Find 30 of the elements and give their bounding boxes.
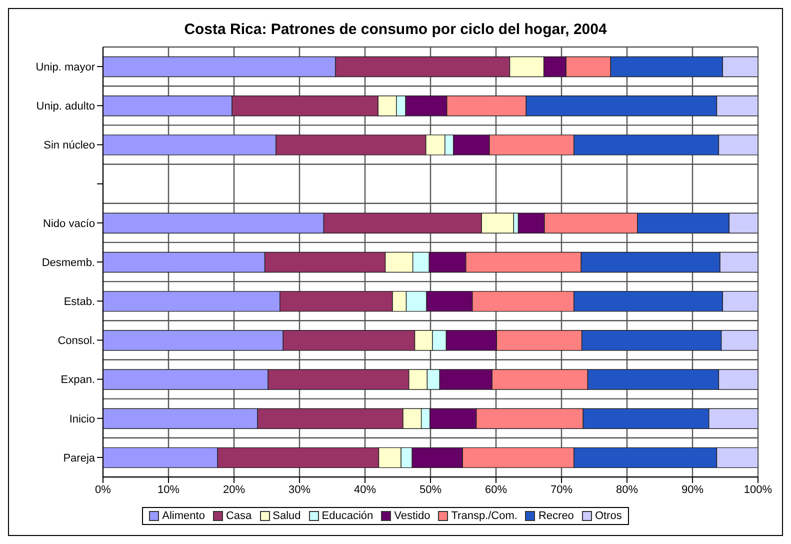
y-tick-label: Inicio: [69, 413, 95, 426]
legend-label: Educación: [320, 510, 374, 522]
x-tick-label: 90%: [681, 484, 704, 496]
legend-label: Transp./Com.: [450, 510, 518, 522]
y-tick-label: Unip. adulto: [36, 100, 95, 113]
chart-title: Costa Rica: Patrones de consumo por ciclo del hogar, 2004: [183, 20, 608, 40]
y-tick-label: Nido vacío: [43, 218, 95, 230]
x-tick-label: 10%: [157, 484, 180, 496]
x-tick-label: 100%: [744, 484, 772, 496]
legend-label: Vestido: [393, 510, 430, 522]
y-tick-label: Desmemb.: [42, 256, 95, 269]
legend-label: Recreo: [537, 510, 574, 522]
y-tick-label: Consol.: [58, 335, 95, 348]
x-tick-label: 0%: [95, 484, 112, 496]
x-tick-label: 30%: [288, 484, 311, 496]
legend-label: Alimento: [161, 510, 205, 522]
y-tick-label: Pareja: [63, 452, 96, 464]
y-tick-label: Estab.: [64, 296, 95, 308]
legend-label: Otros: [594, 510, 622, 522]
y-tick-label: Expan.: [60, 374, 95, 386]
x-tick-label: 50%: [419, 484, 442, 496]
legend-label: Casa: [224, 510, 252, 522]
legend-label: Salud: [272, 510, 301, 522]
x-tick-label: 80%: [616, 484, 638, 496]
x-tick-label: 70%: [550, 484, 573, 496]
x-tick-label: 40%: [354, 484, 376, 496]
y-tick-label: Sin núcleo: [44, 140, 95, 152]
x-tick-label: 20%: [222, 484, 246, 496]
x-tick-label: 60%: [484, 484, 508, 496]
y-tick-label: Unip. mayor: [36, 61, 96, 74]
